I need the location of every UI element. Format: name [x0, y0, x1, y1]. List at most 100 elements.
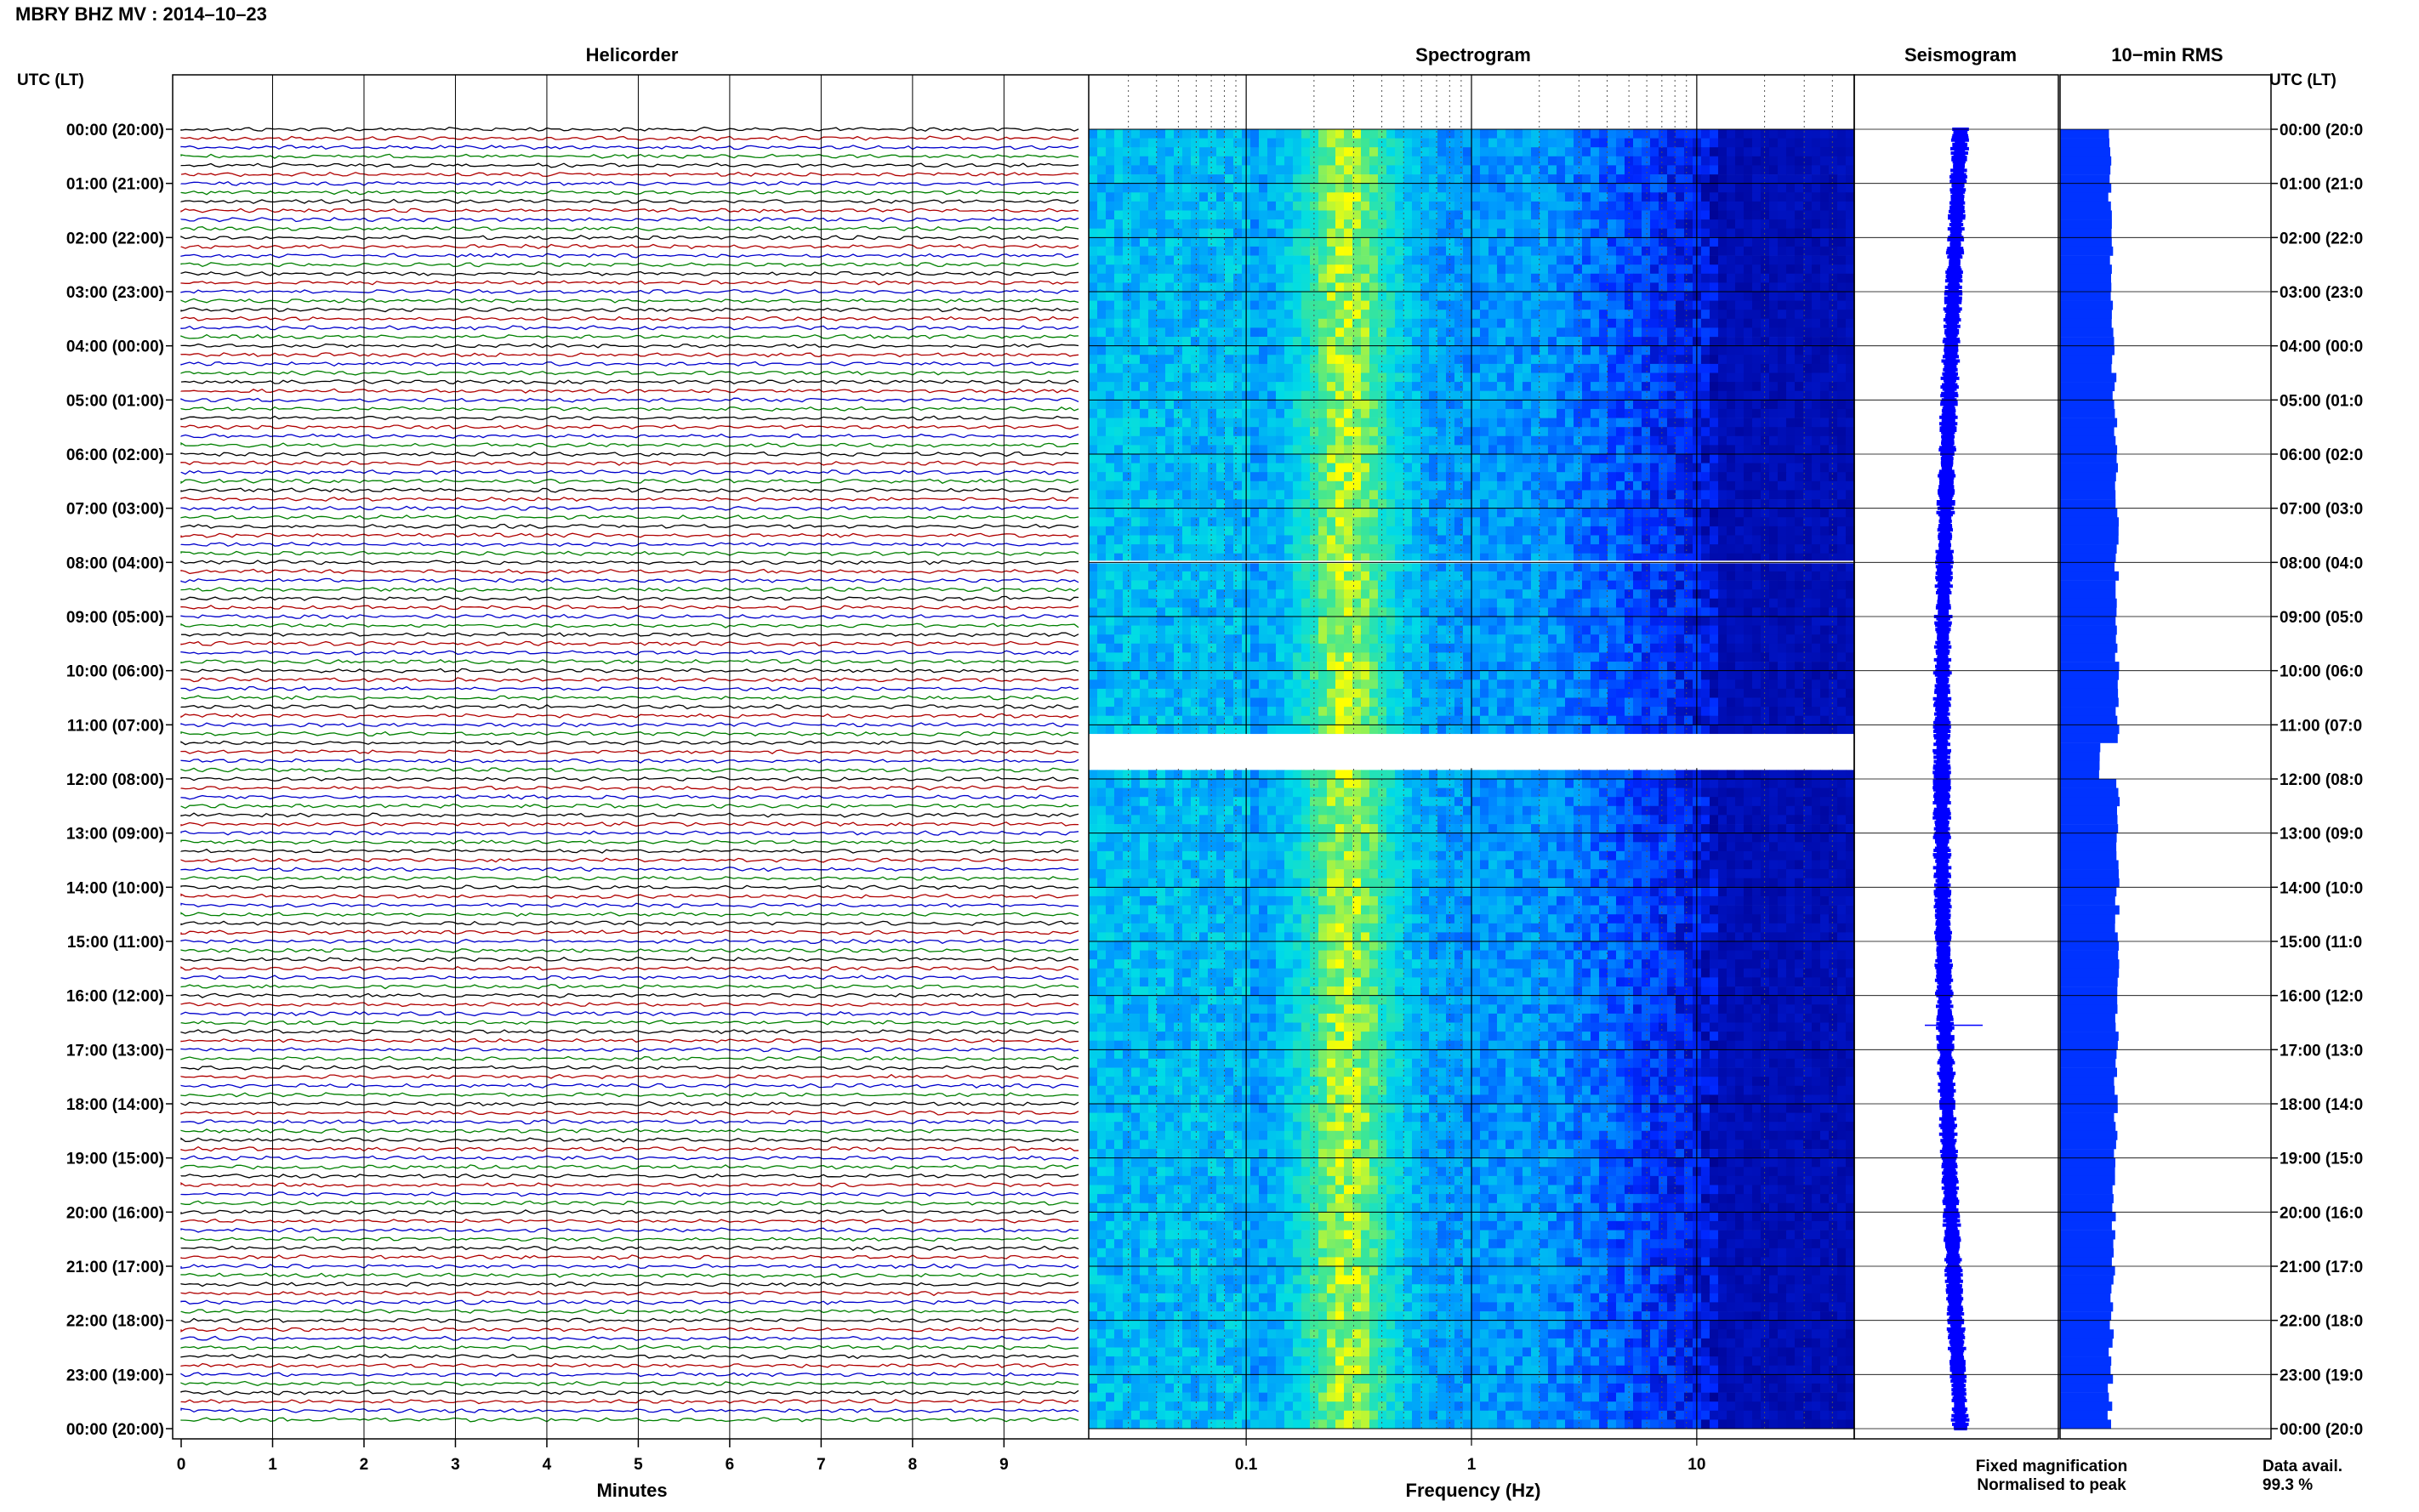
spectrogram-cell	[1361, 400, 1370, 410]
spectrogram-cell	[1769, 553, 1779, 563]
spectrogram-cell	[1259, 129, 1268, 139]
spectrogram-cell	[1165, 372, 1175, 383]
spectrogram-cell	[1531, 129, 1540, 139]
spectrogram-cell	[1795, 499, 1804, 509]
spectrogram-cell	[1437, 372, 1447, 383]
spectrogram-cell	[1761, 273, 1770, 283]
spectrogram-cell	[1718, 237, 1727, 247]
spectrogram-cell	[1276, 192, 1285, 202]
spectrogram-cell	[1625, 273, 1634, 283]
spectrogram-cell	[1531, 408, 1540, 418]
spectrogram-cell	[1327, 526, 1336, 536]
spectrogram-cell	[1131, 382, 1141, 392]
spectrogram-cell	[1386, 147, 1396, 157]
spectrogram-cell	[1837, 318, 1847, 328]
spectrogram-cell	[1148, 463, 1158, 473]
spectrogram-cell	[1301, 273, 1311, 283]
spectrogram-cell	[1650, 255, 1659, 265]
spectrogram-cell	[1591, 400, 1600, 410]
spectrogram-cell	[1540, 228, 1549, 238]
spectrogram-cell	[1131, 490, 1141, 500]
helicorder-trace	[180, 875, 1079, 881]
spectrogram-cell	[1480, 435, 1489, 446]
spectrogram-cell	[1378, 571, 1387, 581]
spectrogram-cell	[1752, 147, 1762, 157]
spectrogram-cell	[1352, 372, 1362, 383]
spectrogram-cell	[1429, 183, 1438, 193]
spectrogram-cell	[1718, 508, 1727, 518]
spectrogram-cell	[1148, 246, 1158, 256]
spectrogram-cell	[1531, 273, 1540, 283]
spectrogram-cell	[1106, 544, 1115, 554]
spectrogram-cell	[1454, 337, 1464, 347]
spectrogram-cell	[1267, 201, 1277, 211]
spectrogram-cell	[1548, 435, 1557, 446]
spectrogram-cell	[1599, 174, 1608, 185]
spectrogram-cell	[1701, 310, 1710, 320]
spectrogram-cell	[1174, 598, 1183, 608]
spectrogram-cell	[1786, 517, 1796, 527]
spectrogram-cell	[1199, 192, 1209, 202]
spectrogram-cell	[1267, 210, 1277, 220]
spectrogram-cell	[1616, 292, 1625, 301]
spectrogram-cell	[1148, 237, 1158, 247]
spectrogram-cell	[1191, 454, 1200, 463]
spectrogram-cell	[1557, 192, 1566, 202]
spectrogram-cell	[1233, 526, 1243, 536]
spectrogram-cell	[1165, 310, 1175, 320]
spectrogram-cell	[1837, 598, 1847, 608]
spectrogram-cell	[1395, 400, 1404, 410]
spectrogram-cell	[1097, 553, 1107, 563]
spectrogram-cell	[1684, 400, 1693, 410]
spectrogram-cell	[1582, 390, 1591, 401]
spectrogram-cell	[1591, 490, 1600, 500]
spectrogram-cell	[1429, 273, 1438, 283]
helicorder-trace	[180, 821, 1079, 827]
spectrogram-cell	[1446, 427, 1455, 437]
spectrogram-cell	[1327, 165, 1336, 175]
spectrogram-cell	[1505, 345, 1515, 355]
spectrogram-cell	[1378, 526, 1387, 536]
spectrogram-cell	[1735, 526, 1745, 536]
spectrogram-cell	[1097, 390, 1107, 401]
spectrogram-cell	[1803, 382, 1813, 392]
spectrogram-cell	[1471, 418, 1481, 428]
spectrogram-cell	[1174, 292, 1183, 301]
helicorder-trace	[180, 1335, 1079, 1342]
spectrogram-cell	[1284, 598, 1294, 608]
spectrogram-cell	[1250, 553, 1260, 563]
spectrogram-cell	[1642, 165, 1651, 175]
spectrogram-cell	[1199, 255, 1209, 265]
spectrogram-cell	[1599, 355, 1608, 365]
spectrogram-cell	[1633, 400, 1642, 410]
spectrogram-cell	[1454, 562, 1464, 572]
spectrogram-cell	[1795, 400, 1804, 410]
spectrogram-cell	[1191, 219, 1200, 230]
spectrogram-cell	[1667, 526, 1676, 536]
spectrogram-cell	[1769, 598, 1779, 608]
spectrogram-cell	[1157, 390, 1166, 401]
spectrogram-cell	[1769, 526, 1779, 536]
spectrogram-cell	[1395, 300, 1404, 310]
spectrogram-cell	[1676, 300, 1685, 310]
spectrogram-cell	[1812, 571, 1821, 581]
spectrogram-cell	[1412, 273, 1421, 283]
spectrogram-cell	[1114, 219, 1124, 230]
spectrogram-cell	[1642, 463, 1651, 473]
spectrogram-cell	[1557, 508, 1566, 518]
spectrogram-cell	[1540, 526, 1549, 536]
spectrogram-cell	[1505, 147, 1515, 157]
spectrogram-cell	[1710, 228, 1719, 238]
spectrogram-cell	[1352, 418, 1362, 428]
spectrogram-cell	[1778, 300, 1787, 310]
spectrogram-cell	[1642, 318, 1651, 328]
spectrogram-cell	[1301, 246, 1311, 256]
spectrogram-cell	[1361, 363, 1370, 373]
spectrogram-cell	[1829, 508, 1838, 518]
spectrogram-cell	[1752, 589, 1762, 600]
spectrogram-cell	[1514, 472, 1523, 482]
spectrogram-cell	[1182, 580, 1192, 590]
spectrogram-cell	[1199, 318, 1209, 328]
spectrogram-cell	[1497, 445, 1506, 455]
spectrogram-cell	[1471, 363, 1481, 373]
